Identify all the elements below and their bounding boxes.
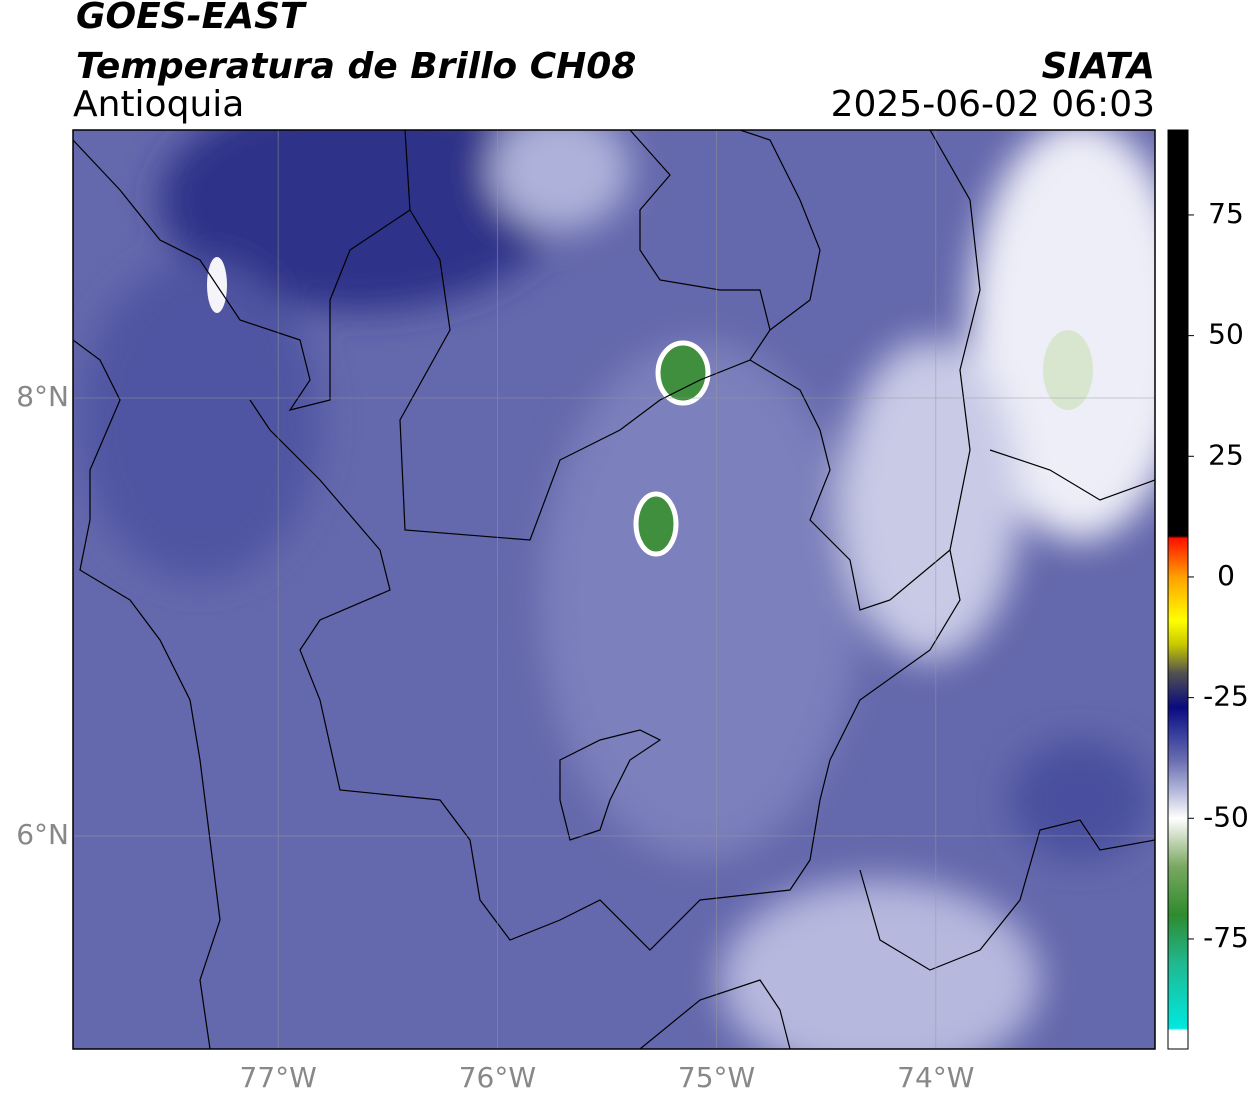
boundary [989, 449, 1155, 501]
boundary [249, 359, 961, 951]
colorbar-tick-label: 25 [1208, 438, 1244, 471]
cloud-field [80, 130, 1155, 1049]
x-tick-label: 77°W [240, 1061, 317, 1094]
boundary [559, 729, 662, 841]
datetime: 2025-06-02 06:03 [831, 84, 1155, 125]
colorbar-tick-label: -25 [1203, 680, 1249, 713]
source: SIATA [1042, 46, 1155, 87]
colorbar-tick-label: 75 [1208, 197, 1244, 230]
y-tick-label: 6°N [16, 818, 69, 851]
boundary [639, 979, 791, 1049]
subtitle: Temperatura de Brillo CH08 [76, 46, 636, 87]
boundary [739, 130, 821, 331]
x-tick-label: 74°W [897, 1061, 974, 1094]
cold-cloud [1043, 330, 1093, 410]
boundary [859, 819, 1155, 971]
colorbar-tick-label: 0 [1217, 559, 1235, 592]
map-frame [72, 129, 1156, 1050]
x-tick-label: 75°W [678, 1061, 755, 1094]
colorbar [1167, 129, 1189, 1050]
cold-cloud [633, 491, 679, 557]
boundary [399, 130, 771, 541]
region: Antioquia [73, 84, 244, 125]
graticule [73, 130, 1155, 1049]
map-field [73, 130, 1155, 1049]
title: GOES-EAST [76, 0, 307, 37]
cold-cloud [655, 340, 711, 406]
colorbar-tick-label: -75 [1203, 921, 1249, 954]
colorbar-tick-label: 50 [1208, 318, 1244, 351]
coastline [73, 139, 411, 411]
colorbar-tick-label: -50 [1203, 800, 1249, 833]
boundary [929, 130, 981, 551]
y-tick-label: 8°N [16, 380, 69, 413]
x-tick-label: 76°W [459, 1061, 536, 1094]
boundary [73, 339, 221, 1049]
